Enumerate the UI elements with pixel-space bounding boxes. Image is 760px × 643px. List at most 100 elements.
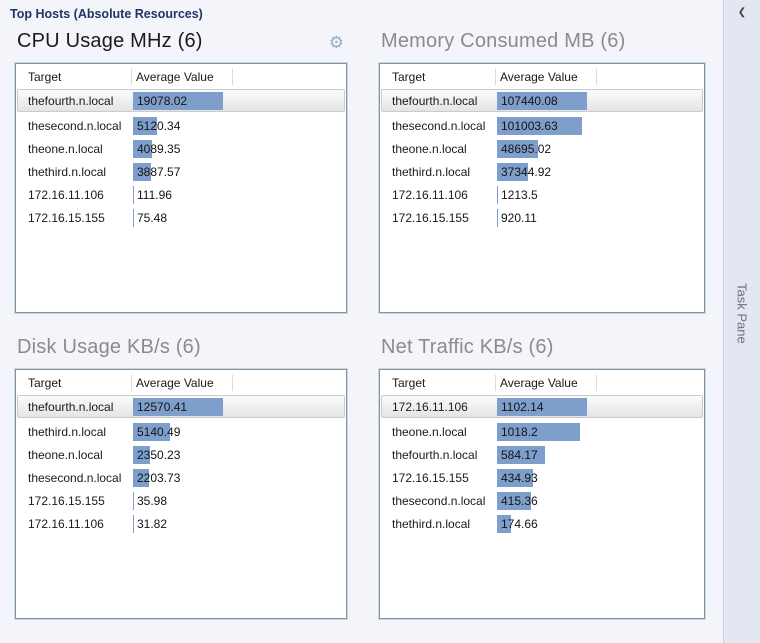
value-bar [133, 139, 152, 158]
table-row[interactable]: thesecond.n.local 415.36 [380, 489, 704, 512]
value-text: 75.48 [137, 210, 168, 225]
column-header-target[interactable]: Target [392, 374, 496, 391]
table-row[interactable]: thefourth.n.local 12570.41 [17, 395, 345, 418]
value-cell: 101003.63 [497, 116, 704, 135]
table-header: Target Average Value [380, 64, 704, 89]
column-header-target[interactable]: Target [392, 68, 496, 85]
value-bar [133, 422, 170, 441]
table-row[interactable]: thesecond.n.local 5120.34 [16, 114, 346, 137]
value-cell: 4089.35 [133, 139, 346, 158]
column-header-target[interactable]: Target [28, 374, 132, 391]
table-row[interactable]: thethird.n.local 3887.57 [16, 160, 346, 183]
table-row[interactable]: thesecond.n.local 101003.63 [380, 114, 704, 137]
table-row[interactable]: theone.n.local 48695.02 [380, 137, 704, 160]
table-row[interactable]: 172.16.11.106 31.82 [16, 512, 346, 535]
value-text: 111.96 [137, 187, 172, 202]
target-cell: 172.16.15.155 [28, 493, 105, 508]
value-text: 4089.35 [137, 141, 181, 156]
value-cell: 1213.5 [497, 185, 704, 204]
value-cell: 48695.02 [497, 139, 704, 158]
hosts-table: Target Average Value thefourth.n.local 12… [14, 368, 348, 620]
value-cell: 920.11 [497, 208, 704, 227]
value-text: 174.66 [501, 516, 538, 531]
table-rows: thefourth.n.local 12570.41 thethird.n.loca… [16, 395, 346, 535]
value-bar [497, 422, 580, 441]
value-text: 3887.57 [137, 164, 181, 179]
panel-header: Net Traffic KB/s (6) [378, 334, 706, 368]
value-cell: 37344.92 [497, 162, 704, 181]
target-cell: thefourth.n.local [392, 93, 478, 108]
task-pane-strip: ❮ Task Pane [723, 0, 760, 643]
value-cell: 107440.08 [497, 91, 702, 110]
value-bar [133, 514, 134, 533]
collapse-chevron-icon[interactable]: ❮ [737, 7, 747, 18]
table-row[interactable]: theone.n.local 4089.35 [16, 137, 346, 160]
task-pane-label[interactable]: Task Pane [734, 283, 750, 344]
table-row[interactable]: thefourth.n.local 107440.08 [381, 89, 703, 112]
value-bar [497, 185, 498, 204]
target-cell: thesecond.n.local [28, 470, 122, 485]
column-header-average-value[interactable]: Average Value [132, 68, 233, 85]
value-text: 31.82 [137, 516, 168, 531]
value-text: 2203.73 [137, 470, 181, 485]
target-cell: 172.16.11.106 [392, 187, 468, 202]
panel-title: Memory Consumed MB (6) [381, 30, 626, 52]
table-row[interactable]: 172.16.15.155 434.93 [380, 466, 704, 489]
target-cell: theone.n.local [28, 447, 103, 462]
table-row[interactable]: 172.16.11.106 111.96 [16, 183, 346, 206]
table-row[interactable]: thethird.n.local 174.66 [380, 512, 704, 535]
target-cell: 172.16.11.106 [28, 187, 104, 202]
panel-cpu-usage: CPU Usage MHz (6) ⚙ Target Average Value… [14, 28, 348, 314]
table-row[interactable]: 172.16.15.155 920.11 [380, 206, 704, 229]
column-header-target[interactable]: Target [28, 68, 132, 85]
target-cell: 172.16.11.106 [392, 399, 468, 414]
value-cell: 5120.34 [133, 116, 346, 135]
table-header: Target Average Value [16, 64, 346, 89]
table-row[interactable]: theone.n.local 2350.23 [16, 443, 346, 466]
column-header-average-value[interactable]: Average Value [496, 68, 597, 85]
target-cell: theone.n.local [392, 141, 467, 156]
value-cell: 31.82 [133, 514, 346, 533]
value-text: 48695.02 [501, 141, 552, 156]
panel-title: Disk Usage KB/s (6) [17, 336, 201, 358]
table-row[interactable]: 172.16.15.155 35.98 [16, 489, 346, 512]
value-text: 37344.92 [501, 164, 552, 179]
value-cell: 415.36 [497, 491, 704, 510]
table-row[interactable]: thefourth.n.local 584.17 [380, 443, 704, 466]
value-bar [497, 514, 511, 533]
value-text: 920.11 [501, 210, 537, 225]
value-cell: 174.66 [497, 514, 704, 533]
table-row[interactable]: thefourth.n.local 19078.02 [17, 89, 345, 112]
table-row[interactable]: thethird.n.local 37344.92 [380, 160, 704, 183]
value-bar [497, 139, 538, 158]
panel-title: CPU Usage MHz (6) [17, 30, 203, 52]
value-bar [497, 397, 587, 416]
gear-icon[interactable]: ⚙ [328, 33, 344, 52]
value-bar [133, 116, 157, 135]
target-cell: thethird.n.local [392, 516, 471, 531]
target-cell: 172.16.15.155 [28, 210, 105, 225]
target-cell: thesecond.n.local [28, 118, 122, 133]
value-bar [133, 491, 134, 510]
column-header-average-value[interactable]: Average Value [132, 374, 233, 391]
value-text: 434.93 [501, 470, 538, 485]
value-cell: 434.93 [497, 468, 704, 487]
value-text: 12570.41 [137, 399, 188, 414]
page-title: Top Hosts (Absolute Resources) [10, 7, 203, 21]
table-row[interactable]: theone.n.local 1018.2 [380, 420, 704, 443]
value-cell: 1018.2 [497, 422, 704, 441]
table-row[interactable]: thethird.n.local 5140.49 [16, 420, 346, 443]
table-row[interactable]: 172.16.15.155 75.48 [16, 206, 346, 229]
table-row[interactable]: 172.16.11.106 1213.5 [380, 183, 704, 206]
value-bar [497, 445, 545, 464]
target-cell: thethird.n.local [28, 424, 107, 439]
table-row[interactable]: thesecond.n.local 2203.73 [16, 466, 346, 489]
value-bar [497, 91, 587, 110]
value-cell: 1102.14 [497, 397, 702, 416]
column-header-average-value[interactable]: Average Value [496, 374, 597, 391]
value-bar [133, 208, 134, 227]
target-cell: 172.16.15.155 [392, 210, 469, 225]
table-row[interactable]: 172.16.11.106 1102.14 [381, 395, 703, 418]
value-text: 1102.14 [501, 399, 544, 414]
value-text: 19078.02 [137, 93, 188, 108]
